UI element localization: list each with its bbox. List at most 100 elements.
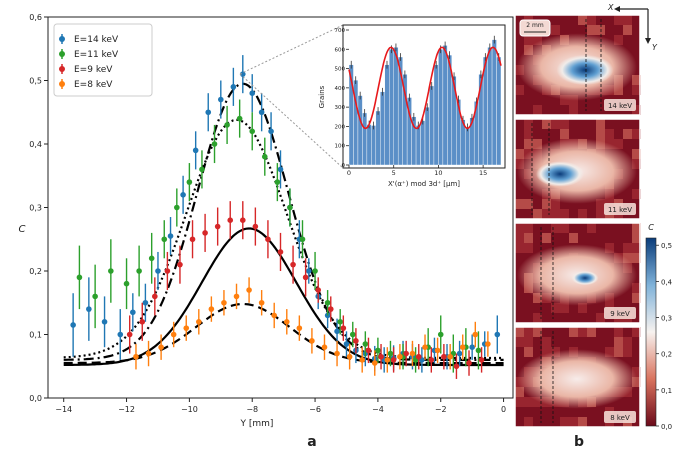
data-point [155, 268, 161, 274]
heatmap-cell [632, 129, 641, 139]
data-point [167, 233, 174, 239]
data-point [258, 109, 265, 116]
data-point [340, 325, 347, 331]
axis-x-label: X [607, 3, 614, 12]
inset-y-tick-label: 500 [335, 67, 346, 73]
heatmap-cell [515, 243, 524, 253]
colorbar-ticks: 0,0 0,1 0,2 0,3 0,4 0,5 [656, 242, 673, 431]
heatmap-cell [596, 119, 605, 129]
heatmap-cell [614, 337, 623, 347]
y-tick-label: 0,3 [29, 204, 42, 213]
data-point [337, 319, 343, 325]
data-point [161, 236, 168, 243]
histogram-bar [433, 64, 439, 166]
data-point [123, 280, 130, 287]
histogram-bar [362, 112, 368, 166]
heatmap-cell [560, 209, 569, 219]
data-point [437, 331, 444, 338]
data-point [362, 341, 369, 347]
legend: E=14 keV E=11 keV E=9 keV E=8 keV [53, 23, 153, 97]
heatmap-cell [515, 233, 524, 243]
heatmap-cell [632, 327, 641, 337]
data-point [397, 353, 403, 360]
colorbar-tick-label: 0,0 [661, 423, 672, 431]
x-tick-label: −12 [118, 405, 135, 414]
heatmap-cell [614, 327, 623, 337]
heatmap-energy-label: 11 keV [608, 206, 632, 214]
data-point [305, 268, 312, 274]
data-point [258, 299, 265, 306]
data-point [208, 306, 215, 312]
data-point [290, 261, 296, 268]
data-point [192, 147, 199, 154]
heatmap-frame [514, 222, 641, 324]
heatmap-energy-label: 14 keV [608, 102, 632, 110]
axis-y-label: Y [652, 43, 658, 52]
heatmap-cell [524, 243, 533, 253]
heatmap-cell [587, 15, 596, 25]
legend-box [53, 23, 153, 97]
inset-x-tick-label: 10 [434, 169, 442, 177]
data-point [70, 322, 76, 328]
x-tick-label: −4 [372, 405, 384, 414]
heatmap-cell [515, 85, 524, 95]
heatmap-cell [578, 327, 587, 337]
data-point [261, 153, 268, 160]
heatmap-panel: 8 keV [514, 326, 641, 428]
series-points [126, 201, 485, 379]
heatmap-cell [632, 149, 641, 159]
heatmap-cell [515, 149, 524, 159]
heatmap-energy-label: 8 keV [610, 414, 630, 422]
colorbar-tick-label: 0,4 [661, 278, 673, 286]
data-point [158, 344, 164, 351]
heatmap-cell [587, 327, 596, 337]
heatmap-cell [551, 223, 560, 233]
main-plot: 0,0 0,1 0,2 0,3 0,4 0,5 0,6 −14 −12 −10 −8 −6 −4 −2 0… [19, 13, 514, 450]
inset-y-tick-label: 300 [335, 105, 346, 111]
inset-y-tick-label: 600 [335, 47, 346, 53]
data-point [441, 353, 447, 360]
legend-label: E=9 keV [74, 65, 113, 75]
heatmap-cell [632, 243, 641, 253]
data-point [296, 325, 303, 331]
heatmap-cell [551, 209, 560, 219]
heatmap-cell [533, 105, 542, 115]
data-point [428, 357, 435, 363]
data-point [409, 350, 416, 357]
data-point [365, 347, 372, 354]
inset-y-tick-label: 0 [342, 163, 346, 169]
data-point [152, 293, 158, 300]
data-point [186, 179, 193, 185]
heatmap-cell [605, 347, 614, 357]
data-point [196, 319, 202, 325]
data-point [76, 274, 83, 281]
heatmap-cell [596, 199, 605, 209]
heatmap-cell [632, 283, 641, 293]
histogram-bar [371, 125, 377, 166]
data-point [353, 338, 359, 344]
heatmap-cell [515, 387, 524, 397]
heatmap-cell [533, 397, 542, 407]
histogram-bar [389, 49, 394, 166]
heatmap-cell [533, 209, 542, 219]
heatmap-cell [632, 253, 641, 263]
data-point [309, 338, 315, 344]
heatmap-label-box [604, 307, 636, 319]
heatmap-cell [542, 233, 551, 243]
data-point [139, 319, 146, 325]
x-tick-label: −6 [309, 405, 321, 414]
heatmap-cell [560, 119, 569, 129]
inset-bars [348, 35, 502, 166]
data-point [218, 96, 224, 103]
scale-bar-label: 2 mm [526, 22, 544, 29]
data-point [189, 236, 196, 243]
data-point [459, 344, 466, 351]
data-point [349, 331, 356, 338]
data-point [268, 128, 274, 135]
x-tick-label: −8 [246, 405, 258, 414]
heatmap-cell [623, 129, 632, 139]
inset-fit-curve [348, 46, 502, 130]
data-point [415, 353, 422, 360]
heatmap-cell [560, 95, 569, 105]
data-point [177, 261, 183, 268]
